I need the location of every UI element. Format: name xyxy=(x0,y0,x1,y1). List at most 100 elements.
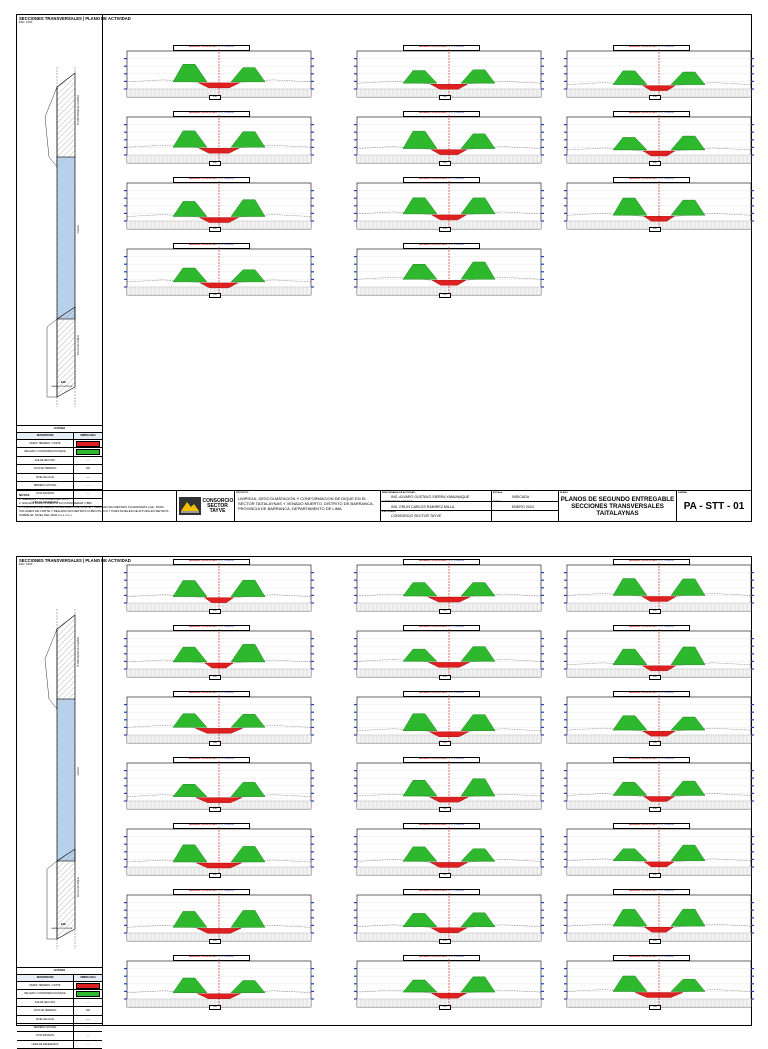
fill-mound-right xyxy=(670,979,706,992)
section-title-km: - K: 0 xyxy=(447,178,453,180)
section-title-name: BARRERA TAITALAYNAS xyxy=(628,956,657,958)
elevation-tick xyxy=(541,579,544,581)
sheet-header-subtitle: ESC: 1/150 xyxy=(19,21,33,24)
date-value: ENERO 2024 xyxy=(512,504,534,509)
fill-mound-right xyxy=(460,912,496,927)
elevation-tick xyxy=(354,190,357,192)
project-cell: PROYECTO: LIMPIEZA, DESCOLMATACION Y CON… xyxy=(235,491,381,521)
elevation-tick xyxy=(354,263,357,265)
ground-line xyxy=(566,858,752,865)
project-name: LIMPIEZA, DESCOLMATACION Y CONFORMACION … xyxy=(238,496,374,511)
ground-line xyxy=(126,794,312,800)
elevation-tick xyxy=(751,734,754,736)
elevation-tick xyxy=(311,263,314,265)
section-drawing xyxy=(124,49,314,98)
fill-mound-left xyxy=(172,267,208,283)
cut-zone xyxy=(642,150,676,157)
ground-line xyxy=(356,659,542,665)
elevation-tick xyxy=(354,73,357,75)
ground-line xyxy=(356,277,542,283)
fill-mound-left xyxy=(172,844,208,863)
elevation-tick xyxy=(564,80,567,82)
fill-mound-left xyxy=(612,715,648,731)
drawing-sheet-2: SECCIONES TRANSVERSALES | PLANO DE ACTIV… xyxy=(16,556,754,1049)
elevation-tick xyxy=(124,836,127,838)
sidebar-label-channel: CAUCE xyxy=(77,767,80,776)
section-title: BARRERA TAITALAYNAS - K: 0 TOLERAN xyxy=(173,177,250,183)
elevation-tick xyxy=(541,212,544,214)
legend-swatch xyxy=(76,991,100,998)
elevation-tick xyxy=(354,998,357,1000)
section-title-tol: TOLERAN xyxy=(453,956,465,958)
sidebar-axis-note: CAMINO EXISTENTE xyxy=(51,386,73,388)
elevation-tick xyxy=(311,205,314,207)
fill-mound-left xyxy=(612,909,648,927)
section-title-km: - K: 0 xyxy=(657,824,663,826)
section-title: BARRERA TAITALAYNAS - K: 0 TOLERAN xyxy=(403,559,480,565)
company-logo-block: CONSORCIO SECTOR TAYVE xyxy=(177,491,235,521)
axis-marker: EJE xyxy=(209,161,221,166)
legend-symbol: 000 xyxy=(86,467,90,471)
section-title-tol: TOLERAN xyxy=(453,46,465,48)
elevation-tick xyxy=(564,983,567,985)
elevation-tick xyxy=(354,719,357,721)
legend-row: TERRENO NATURAL - - - xyxy=(17,1023,102,1033)
elevation-tick xyxy=(124,220,127,222)
sheet-sidebar: SECCIONES TRANSVERSALES | PLANO DE ACTIV… xyxy=(17,557,131,1049)
fill-mound-left xyxy=(402,197,438,215)
elevation-tick xyxy=(541,572,544,574)
elevation-tick xyxy=(751,139,754,141)
section-drawing xyxy=(124,629,314,678)
axis-marker: EJE xyxy=(209,741,221,746)
section-title: BARRERA TAITALAYNAS - K: 0 TOLERAN xyxy=(173,757,250,763)
legend-row: RELLENO / CONFORMACION DIQUE xyxy=(17,990,102,999)
elevation-tick xyxy=(311,998,314,1000)
section-title-name: BARRERA TAITALAYNAS xyxy=(188,178,217,180)
elevation-tick xyxy=(354,579,357,581)
section-title-tol: TOLERAN xyxy=(663,46,675,48)
date-label: FECHA: xyxy=(493,501,502,504)
elevation-tick xyxy=(124,212,127,214)
elevation-tick xyxy=(311,73,314,75)
elevation-tick xyxy=(354,80,357,82)
responsible-name: ING. ALVARO GUSTAVO SIERRA YAMUNAQUE xyxy=(391,495,470,499)
elevation-tick xyxy=(311,866,314,868)
elevation-tick xyxy=(354,205,357,207)
section-title-tol: TOLERAN xyxy=(663,560,675,562)
ground-line xyxy=(566,593,752,599)
elevation-tick xyxy=(541,220,544,222)
elevation-tick xyxy=(354,572,357,574)
elevation-tick xyxy=(751,932,754,934)
elevation-tick xyxy=(541,256,544,258)
elevation-tick xyxy=(751,154,754,156)
legend-symbol: --- xyxy=(86,458,90,462)
elevation-tick xyxy=(124,139,127,141)
legend-symbol: - - - xyxy=(86,483,90,487)
section-title-tol: TOLERAN xyxy=(223,626,235,628)
elevation-tick xyxy=(124,792,127,794)
elevation-tick xyxy=(564,777,567,779)
cross-section: BARRERA TAITALAYNAS - K: 0 TOLERAN EJE xyxy=(563,177,755,233)
section-title-name: BARRERA TAITALAYNAS xyxy=(188,244,217,246)
section-title-tol: TOLERAN xyxy=(223,560,235,562)
elevation-tick xyxy=(541,146,544,148)
sheet-title-label: PLANO: xyxy=(560,491,569,494)
fill-mound-left xyxy=(612,648,648,666)
section-title-name: BARRERA TAITALAYNAS xyxy=(418,244,447,246)
fill-mound-left xyxy=(402,846,438,862)
ground-line xyxy=(356,793,542,800)
section-title-tol: TOLERAN xyxy=(453,758,465,760)
sheet-header-subtitle: ESC: 1/150 xyxy=(19,563,33,566)
cross-section: BARRERA TAITALAYNAS - K: 0 TOLERAN EJE xyxy=(123,823,315,879)
legend-col-symbol: SIMBOLOGIA xyxy=(80,434,96,437)
section-title-tol: TOLERAN xyxy=(453,824,465,826)
section-title-name: BARRERA TAITALAYNAS xyxy=(418,112,447,114)
elevation-tick xyxy=(751,88,754,90)
section-title: BARRERA TAITALAYNAS - K: 0 TOLERAN xyxy=(173,625,250,631)
elevation-tick xyxy=(541,851,544,853)
supervisor-name: ING. ERLIN CARLOS RAMIREZ MILLA xyxy=(391,504,455,509)
elevation-tick xyxy=(124,924,127,926)
cross-section: BARRERA TAITALAYNAS - K: 0 TOLERAN EJE xyxy=(353,177,545,233)
elevation-tick xyxy=(124,968,127,970)
legend-title: LEYENDA xyxy=(17,426,102,433)
